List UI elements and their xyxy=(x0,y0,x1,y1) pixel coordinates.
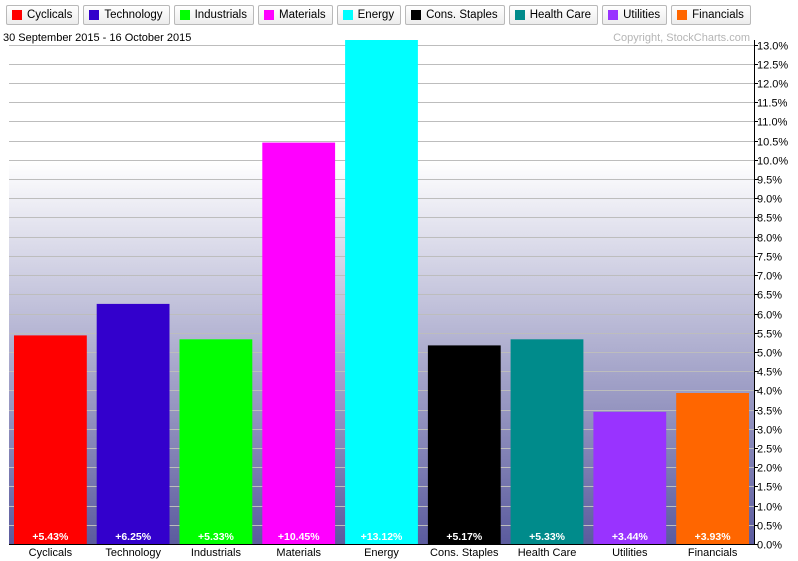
bar-utilities xyxy=(593,411,667,544)
legend-swatch xyxy=(263,10,274,20)
y-tick-label: 5.5% xyxy=(757,329,782,341)
y-tick-label: 11.0% xyxy=(757,117,788,129)
y-tick-label: 9.0% xyxy=(757,194,782,206)
x-tick-label: Cons. Staples xyxy=(430,547,499,559)
legend-item-materials[interactable]: Materials xyxy=(257,5,333,25)
legend-label: Industrials xyxy=(194,9,247,21)
bar-value-label: +5.33% xyxy=(529,531,566,543)
bar-value-label: +13.12% xyxy=(361,531,403,543)
legend-swatch xyxy=(677,10,688,20)
legend-item-cyclicals[interactable]: Cyclicals xyxy=(6,5,80,25)
legend-swatch xyxy=(514,10,525,20)
x-tick-label: Financials xyxy=(688,547,738,559)
x-tick-label: Cyclicals xyxy=(29,547,73,559)
x-tick-label: Utilities xyxy=(612,547,648,559)
y-tick-label: 5.0% xyxy=(757,348,782,360)
copyright: Copyright, StockCharts.com xyxy=(613,32,750,44)
bar-value-label: +6.25% xyxy=(115,531,152,543)
date-range: 30 September 2015 - 16 October 2015 xyxy=(3,32,191,44)
bar-cyclicals xyxy=(14,335,87,544)
x-tick-label: Health Care xyxy=(518,547,577,559)
y-tick-label: 1.0% xyxy=(757,502,782,514)
legend-label: Financials xyxy=(692,9,744,21)
bar-health-care xyxy=(510,339,584,545)
legend-label: Materials xyxy=(278,9,326,21)
legend-item-utilities[interactable]: Utilities xyxy=(602,5,668,25)
y-tick-label: 4.5% xyxy=(757,367,782,379)
y-tick-label: 0.5% xyxy=(757,521,782,533)
y-tick-label: 7.5% xyxy=(757,252,782,264)
y-tick-label: 0.0% xyxy=(757,540,782,552)
legend: Cyclicals Technology Industrials Materials E… xyxy=(0,0,798,30)
bars xyxy=(14,40,749,545)
legend-swatch xyxy=(12,10,22,20)
y-tick-label: 4.0% xyxy=(757,386,782,398)
y-axis-ticks: 0.0% 0.5% 1.0% 1.5% 2.0% 2.5% 3.0% 3.5% 4.0% 4.5%… xyxy=(754,41,788,552)
legend-label: Utilities xyxy=(623,9,661,21)
legend-swatch xyxy=(411,10,422,20)
y-tick-label: 3.0% xyxy=(757,425,782,437)
bar-materials xyxy=(262,142,336,544)
y-tick-label: 8.0% xyxy=(757,233,782,245)
y-tick-label: 1.5% xyxy=(757,482,782,494)
x-tick-label: Energy xyxy=(364,547,399,559)
y-tick-label: 12.0% xyxy=(757,79,788,91)
y-tick-label: 10.5% xyxy=(757,137,788,149)
legend-item-technology[interactable]: Technology xyxy=(83,5,170,25)
bar-value-label: +3.93% xyxy=(695,531,732,543)
bar-industrials xyxy=(179,339,253,545)
legend-item-health-care[interactable]: Health Care xyxy=(508,5,599,25)
legend-item-energy[interactable]: Energy xyxy=(336,5,402,25)
bar-value-label: +10.45% xyxy=(278,531,320,543)
y-tick-label: 8.5% xyxy=(757,213,782,225)
bar-value-label: +3.44% xyxy=(612,531,649,543)
bar-technology xyxy=(96,303,170,544)
x-tick-label: Technology xyxy=(105,547,161,559)
legend-swatch xyxy=(89,10,100,20)
legend-item-industrials[interactable]: Industrials xyxy=(173,5,254,25)
value-labels: +5.43% +6.25% +5.33% +10.45% +13.12% +5.17% +5… xyxy=(32,531,731,543)
bar-cons-staples xyxy=(427,345,501,544)
legend-label: Cons. Staples xyxy=(426,9,498,21)
y-tick-label: 13.0% xyxy=(757,41,788,53)
y-tick-label: 2.5% xyxy=(757,444,782,456)
y-tick-label: 12.5% xyxy=(757,60,788,72)
legend-label: Cyclicals xyxy=(27,9,73,21)
y-tick-label: 10.0% xyxy=(757,156,788,168)
x-axis-labels: Cyclicals Technology Industrials Materials E… xyxy=(29,547,738,559)
legend-swatch xyxy=(342,10,353,20)
legend-label: Health Care xyxy=(529,9,592,21)
legend-label: Technology xyxy=(104,9,163,21)
legend-swatch xyxy=(179,10,190,20)
y-tick-label: 6.5% xyxy=(757,290,782,302)
y-tick-label: 2.0% xyxy=(757,463,782,475)
bar-financials xyxy=(676,393,749,544)
bar-chart: +5.43% +6.25% +5.33% +10.45% +13.12% +5.17% +5… xyxy=(3,32,788,559)
legend-label: Energy xyxy=(357,9,395,21)
legend-swatch xyxy=(608,10,619,20)
bar-value-label: +5.43% xyxy=(32,531,69,543)
bar-value-label: +5.17% xyxy=(446,531,483,543)
y-tick-label: 9.5% xyxy=(757,175,782,187)
x-tick-label: Materials xyxy=(276,547,321,559)
y-tick-label: 11.5% xyxy=(757,98,788,110)
bar-value-label: +5.33% xyxy=(198,531,235,543)
legend-item-cons-staples[interactable]: Cons. Staples xyxy=(405,5,505,25)
bar-energy xyxy=(345,40,418,544)
legend-item-financials[interactable]: Financials xyxy=(671,5,751,25)
y-tick-label: 7.0% xyxy=(757,271,782,283)
y-tick-label: 6.0% xyxy=(757,310,782,322)
x-tick-label: Industrials xyxy=(191,547,242,559)
y-tick-label: 3.5% xyxy=(757,406,782,418)
